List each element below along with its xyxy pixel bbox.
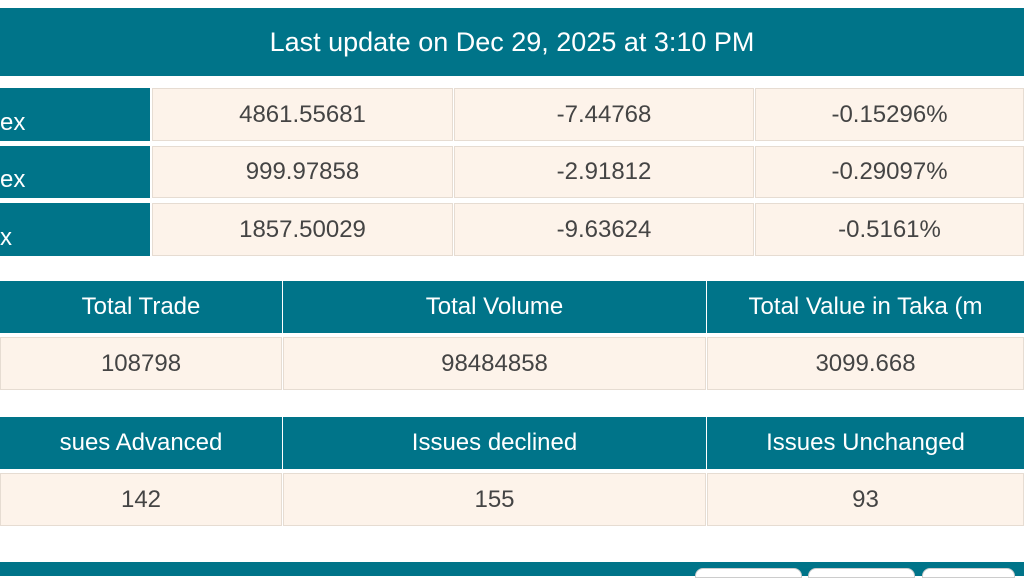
- index-value: 1857.50029: [152, 203, 453, 256]
- trade-header: Total Trade: [0, 281, 282, 333]
- index-change: -7.44768: [454, 88, 754, 141]
- issues-header: Issues Unchanged: [707, 417, 1024, 469]
- index-percent: -0.29097%: [755, 146, 1024, 198]
- last-update-banner: Last update on Dec 29, 2025 at 3:10 PM: [0, 8, 1024, 76]
- trade-value: 108798: [0, 337, 282, 390]
- trade-header: Total Volume: [283, 281, 706, 333]
- issues-value: 93: [707, 473, 1024, 526]
- trade-header: Total Value in Taka (m: [707, 281, 1024, 333]
- issues-value: 155: [283, 473, 706, 526]
- index-value: 999.97858: [152, 146, 453, 198]
- index-percent: -0.15296%: [755, 88, 1024, 141]
- issues-value: 142: [0, 473, 282, 526]
- index-change: -2.91812: [454, 146, 754, 198]
- tab-2[interactable]: [808, 568, 915, 578]
- trade-value: 98484858: [283, 337, 706, 390]
- index-value: 4861.55681: [152, 88, 453, 141]
- index-percent: -0.5161%: [755, 203, 1024, 256]
- issues-header: Issues declined: [283, 417, 706, 469]
- tab-1[interactable]: [695, 568, 802, 578]
- index-name: ex: [0, 88, 150, 141]
- trade-value: 3099.668: [707, 337, 1024, 390]
- index-name: x: [0, 203, 150, 256]
- index-change: -9.63624: [454, 203, 754, 256]
- issues-header: sues Advanced: [0, 417, 282, 469]
- index-name: ex: [0, 146, 150, 198]
- tab-3[interactable]: [922, 568, 1015, 578]
